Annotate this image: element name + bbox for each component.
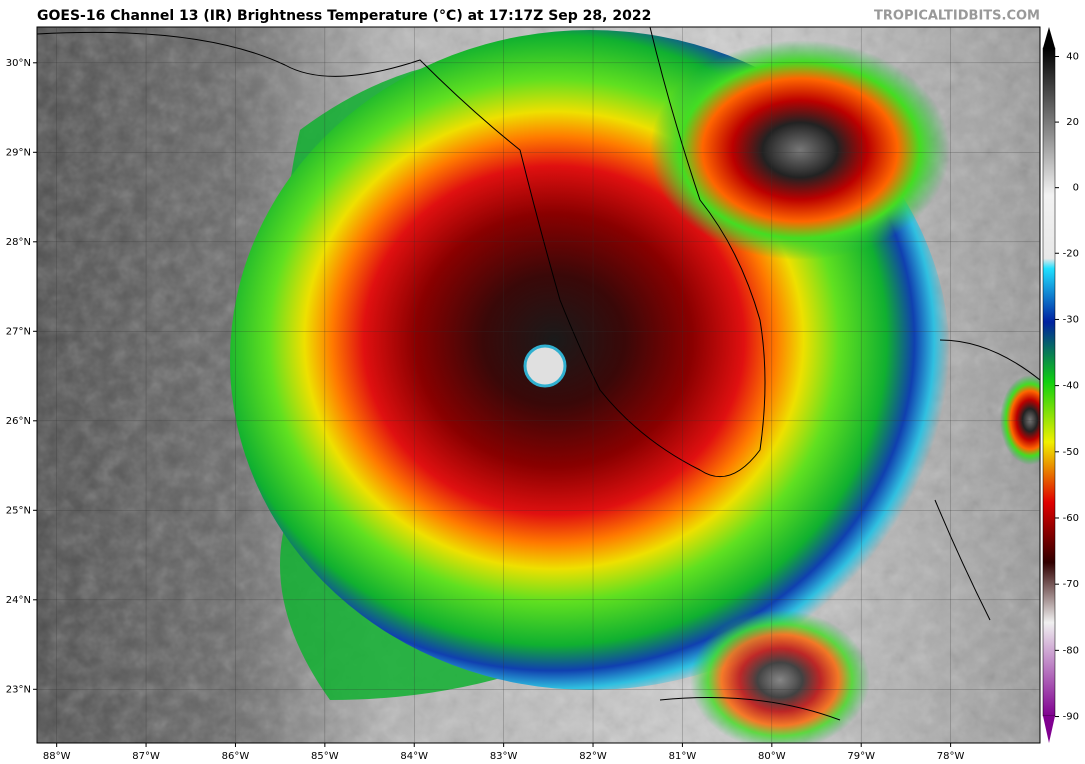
- colorbar-label: -70: [1063, 579, 1079, 590]
- lon-label: 88°W: [43, 751, 71, 762]
- lat-label: 28°N: [6, 237, 31, 248]
- lon-label: 86°W: [222, 751, 250, 762]
- lon-label: 83°W: [490, 751, 518, 762]
- lon-label: 85°W: [311, 751, 339, 762]
- lat-label: 25°N: [6, 505, 31, 516]
- colorbar-label: -60: [1063, 513, 1079, 524]
- colorbar-label: -30: [1063, 314, 1079, 325]
- lat-label: 23°N: [6, 684, 31, 695]
- lat-label: 27°N: [6, 326, 31, 337]
- lat-label: 29°N: [6, 147, 31, 158]
- lon-label: 79°W: [847, 751, 875, 762]
- satellite-image: [37, 27, 1040, 743]
- colorbar-label: 20: [1066, 117, 1079, 128]
- lon-label: 82°W: [579, 751, 607, 762]
- lat-label: 26°N: [6, 416, 31, 427]
- colorbar-label: -90: [1063, 712, 1079, 723]
- watermark: TROPICALTIDBITS.COM: [874, 9, 1040, 24]
- colorbar-label: -80: [1063, 645, 1079, 656]
- lon-label: 87°W: [132, 751, 160, 762]
- lat-label: 24°N: [6, 595, 31, 606]
- lon-label: 80°W: [758, 751, 786, 762]
- colorbar-label: -40: [1063, 381, 1079, 392]
- lat-label: 30°N: [6, 58, 31, 69]
- lon-label: 81°W: [669, 751, 697, 762]
- colorbar-label: -50: [1063, 447, 1079, 458]
- colorbar-label: 40: [1066, 52, 1079, 63]
- colorbar: [1042, 47, 1056, 717]
- map-frame: [36, 26, 1041, 744]
- colorbar-extend-top: [1043, 27, 1055, 48]
- lon-label: 84°W: [400, 751, 428, 762]
- colorbar-label: 0: [1073, 183, 1079, 194]
- colorbar-label: -20: [1063, 248, 1079, 259]
- lon-label: 78°W: [937, 751, 965, 762]
- title: GOES-16 Channel 13 (IR) Brightness Tempe…: [37, 8, 651, 24]
- colorbar-extend-bottom: [1043, 716, 1055, 743]
